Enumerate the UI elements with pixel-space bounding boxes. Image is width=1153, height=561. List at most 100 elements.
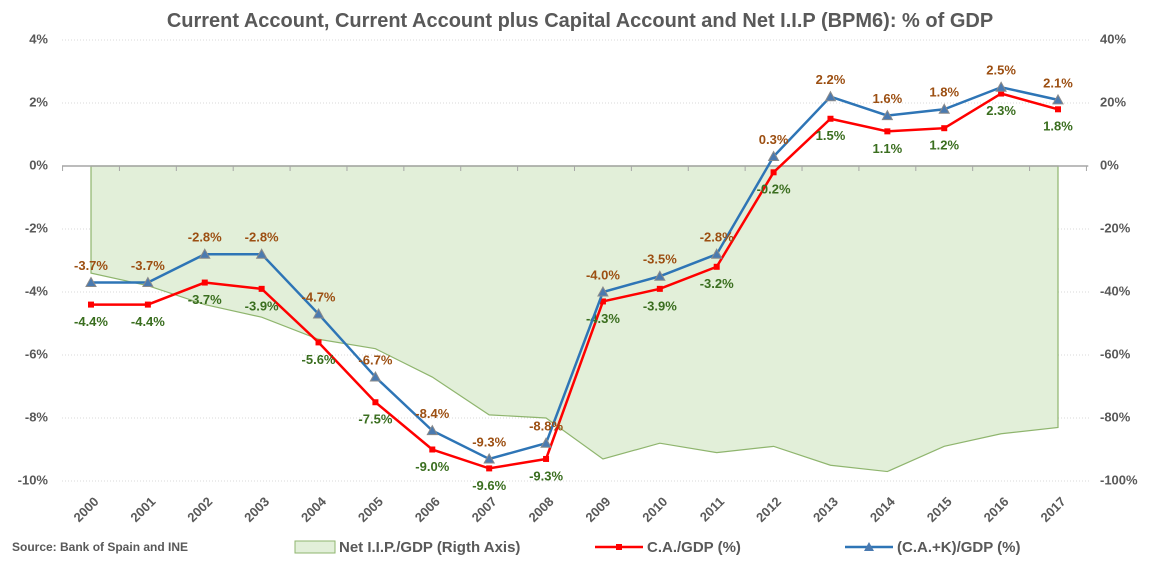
marker xyxy=(486,465,493,472)
data-label: -4.0% xyxy=(586,267,620,282)
y2-tick-label: 20% xyxy=(1100,94,1126,109)
x-tick-label: 2012 xyxy=(753,494,784,525)
source: Source: Bank of Spain and INE xyxy=(12,540,188,554)
marker xyxy=(429,446,436,453)
data-label: 1.5% xyxy=(816,128,846,143)
x-tick-label: 2003 xyxy=(241,494,272,525)
data-label: -9.0% xyxy=(415,459,449,474)
marker xyxy=(770,169,777,176)
data-label: -8.8% xyxy=(529,419,563,434)
data-label: -9.3% xyxy=(529,468,563,483)
y2-tick-label: -100% xyxy=(1100,472,1138,487)
marker xyxy=(88,301,94,308)
marker xyxy=(255,248,268,259)
marker xyxy=(483,452,496,464)
marker xyxy=(827,115,834,122)
marker xyxy=(767,150,780,162)
marker xyxy=(710,248,723,259)
marker xyxy=(713,263,720,270)
data-label: 1.2% xyxy=(929,138,959,153)
data-label: -3.9% xyxy=(643,298,677,313)
data-label: 2.5% xyxy=(986,63,1016,78)
marker xyxy=(998,90,1005,97)
x-tick-label: 2015 xyxy=(924,494,955,525)
data-label: -3.7% xyxy=(188,292,222,307)
chart-title: Current Account, Current Account plus Ca… xyxy=(166,10,994,32)
y-tick-label: 0% xyxy=(29,157,48,172)
marker xyxy=(995,81,1007,92)
marker xyxy=(372,399,379,406)
legend-marker xyxy=(864,542,874,551)
y-tick-label: -2% xyxy=(25,220,49,235)
x-tick-label: 2006 xyxy=(412,494,443,525)
x-tick-label: 2004 xyxy=(298,493,330,525)
marker xyxy=(824,90,837,102)
data-label: -4.4% xyxy=(131,314,165,329)
legend-label: Net I.I.P./GDP (Rigth Axis) xyxy=(339,539,520,556)
x-tick-label: 2010 xyxy=(639,494,670,525)
y-tick-label: -8% xyxy=(25,409,49,424)
y2-tick-label: -20% xyxy=(1100,220,1131,235)
y-tick-label: -6% xyxy=(25,346,49,361)
marker xyxy=(881,109,894,121)
marker xyxy=(941,125,948,132)
legend-swatch xyxy=(294,540,336,554)
legend-label: (C.A.+K)/GDP (%) xyxy=(897,539,1020,556)
marker xyxy=(938,103,951,114)
y2-tick-label: 40% xyxy=(1100,31,1126,46)
data-label: 1.8% xyxy=(929,85,959,100)
x-tick-label: 2014 xyxy=(867,493,899,525)
data-label: -9.6% xyxy=(472,478,506,493)
data-label: -3.7% xyxy=(131,258,165,273)
x-tick-label: 2016 xyxy=(981,494,1012,525)
data-label: 2.1% xyxy=(1043,75,1073,90)
data-label: -3.7% xyxy=(74,258,108,273)
line xyxy=(91,85,1059,461)
y-tick-label: -10% xyxy=(18,472,49,487)
data-label: -2.8% xyxy=(188,230,222,245)
x-tick-label: 2009 xyxy=(582,494,613,525)
data-label: -4.4% xyxy=(74,314,108,329)
marker xyxy=(369,371,382,382)
data-label: 2.2% xyxy=(816,72,846,87)
marker xyxy=(1052,93,1064,105)
y2-tick-label: 0% xyxy=(1100,157,1119,172)
x-tick-label: 2013 xyxy=(810,494,841,525)
marker xyxy=(426,424,439,436)
marker xyxy=(258,285,265,292)
data-label: -7.5% xyxy=(358,412,392,427)
marker xyxy=(656,285,663,292)
x-tick-label: 2017 xyxy=(1037,494,1068,525)
marker xyxy=(142,276,154,288)
x-tick-label: 2008 xyxy=(526,494,557,525)
marker xyxy=(653,270,666,281)
area xyxy=(90,165,1059,473)
legend-label: C.A./GDP (%) xyxy=(647,539,741,556)
x-tick-label: 2007 xyxy=(469,494,500,525)
x-tick-label: 2002 xyxy=(184,494,215,525)
data-label: -6.7% xyxy=(358,352,392,367)
marker xyxy=(543,455,550,462)
data-label: -0.2% xyxy=(757,182,791,197)
data-label: -3.5% xyxy=(643,252,677,267)
data-label: -3.2% xyxy=(700,276,734,291)
x-tick-label: 2005 xyxy=(355,494,386,525)
y2-tick-label: -40% xyxy=(1100,283,1131,298)
data-label: -3.9% xyxy=(245,298,279,313)
marker xyxy=(198,248,211,259)
y-tick-label: -4% xyxy=(25,283,49,298)
y-tick-label: 2% xyxy=(29,94,48,109)
marker xyxy=(540,437,552,448)
data-label: 1.6% xyxy=(873,91,903,106)
marker xyxy=(599,298,606,305)
data-label: -9.3% xyxy=(472,434,506,449)
data-label: -8.4% xyxy=(415,406,449,421)
y2-tick-label: -60% xyxy=(1100,346,1131,361)
marker xyxy=(597,285,609,297)
x-tick-label: 2011 xyxy=(697,494,728,525)
data-label: -2.8% xyxy=(245,230,279,245)
legend-marker xyxy=(616,544,622,550)
data-label: 1.1% xyxy=(873,141,903,156)
